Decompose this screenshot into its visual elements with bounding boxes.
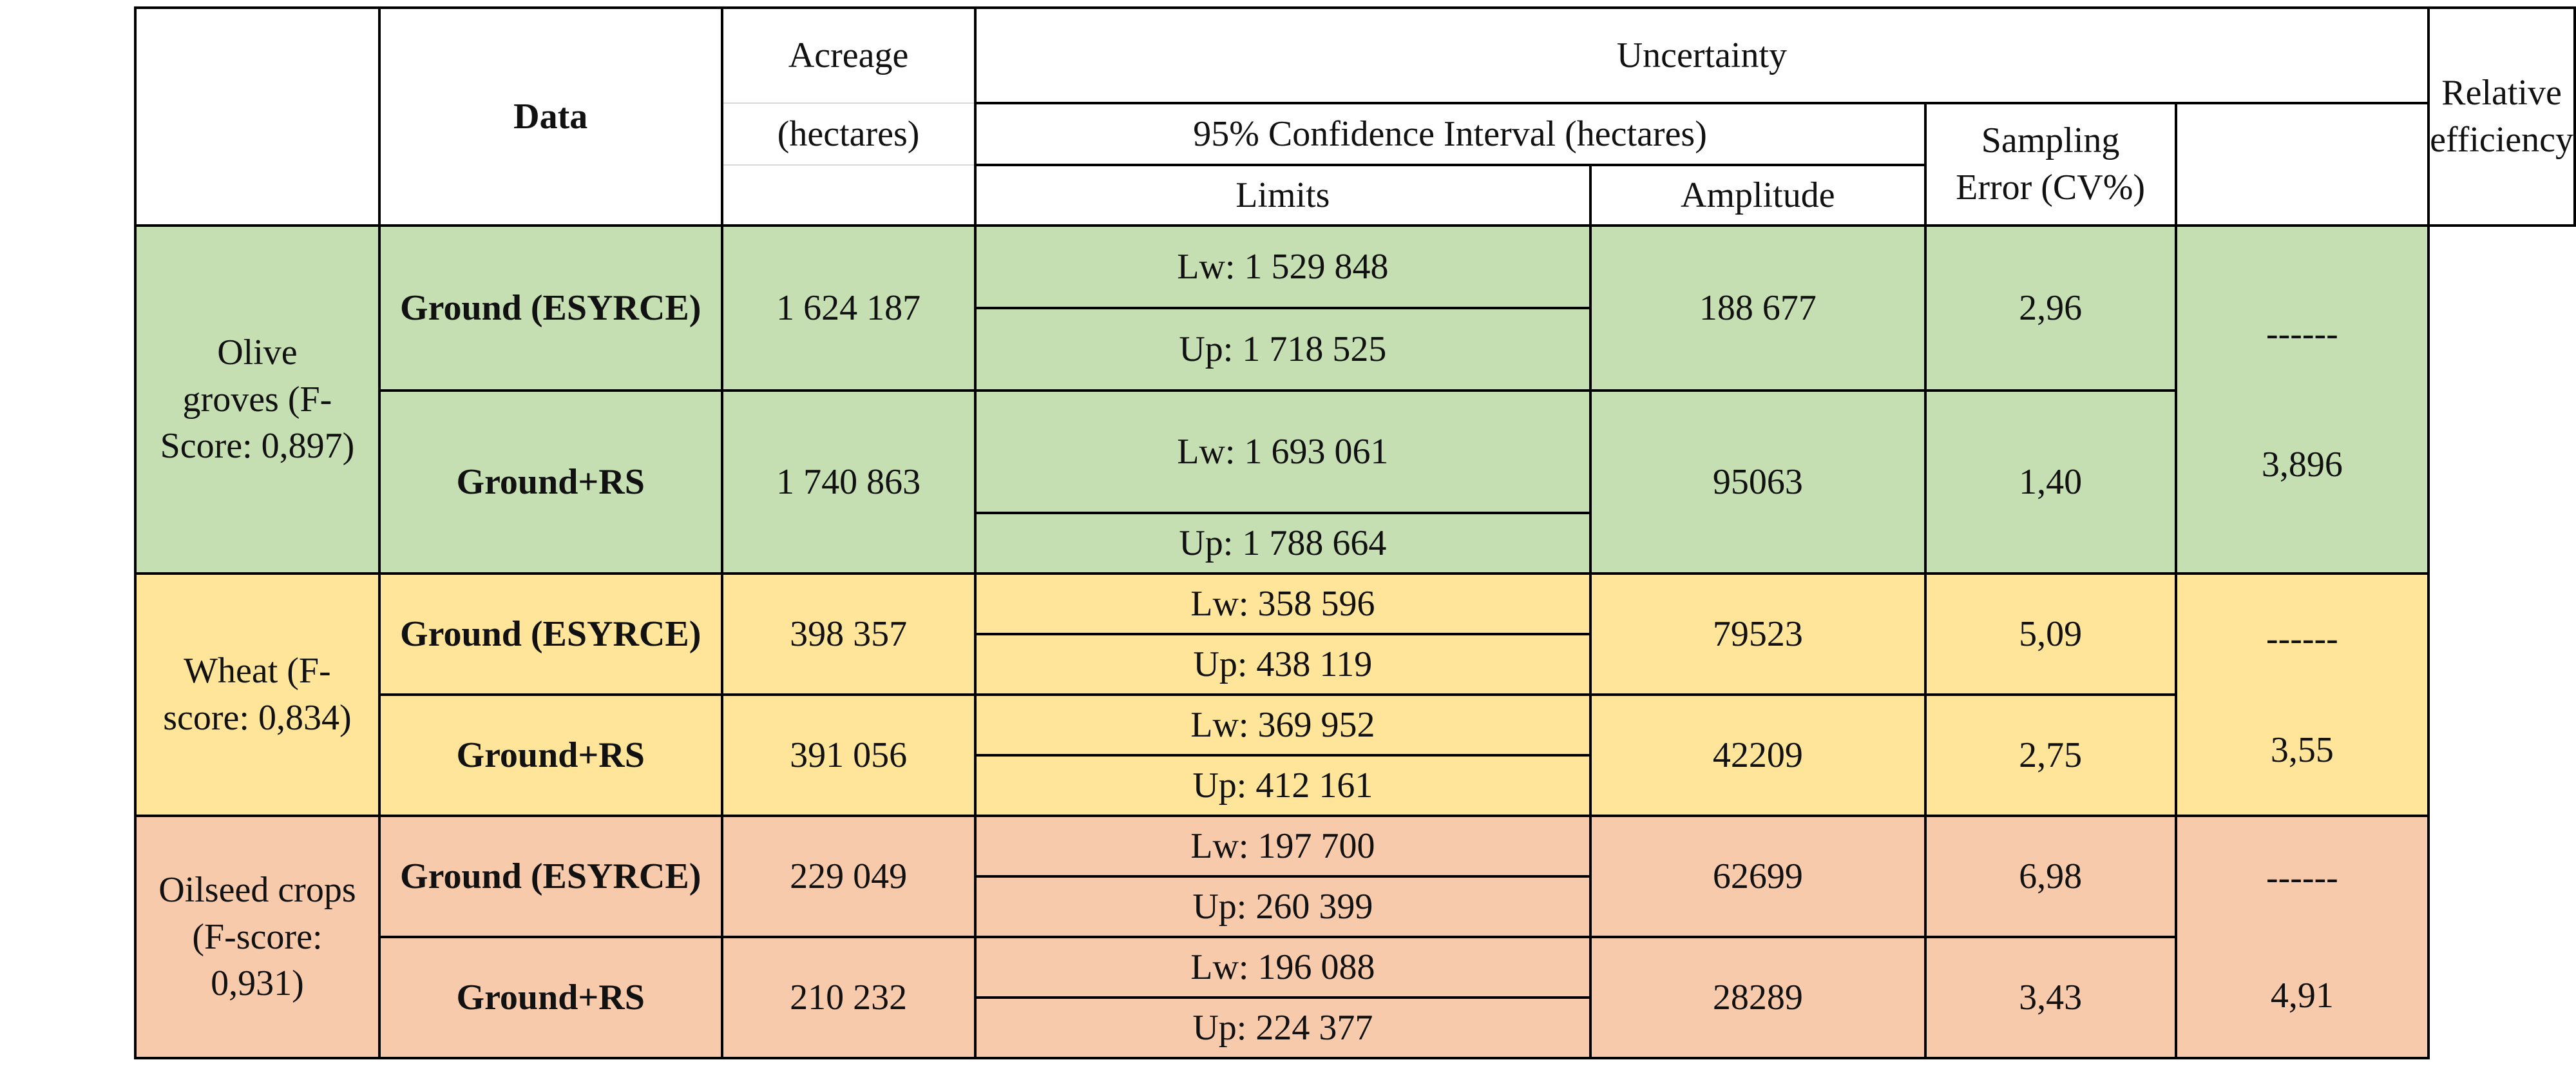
upper-limit-cell: Up: 224 377 xyxy=(973,996,1592,1059)
crop-label-olive: Olive groves (F- Score: 0,897) xyxy=(134,224,381,575)
header-acreage-unit: (hectares) xyxy=(720,102,977,166)
sampling-error-cell: 2,96 xyxy=(1923,224,2177,392)
relative-efficiency-cell: ------ 4,91 xyxy=(2174,815,2430,1059)
upper-limit-cell: Up: 1 788 664 xyxy=(973,512,1592,575)
crop-label-oilseed: Oilseed crops (F-score: 0,931) xyxy=(134,815,381,1059)
lower-limit-cell: Lw: 1 693 061 xyxy=(973,389,1592,514)
upper-limit-cell: Up: 1 718 525 xyxy=(973,307,1592,392)
crop-label-line: groves (F- xyxy=(182,379,332,420)
relative-efficiency-line-1: Relative xyxy=(2441,73,2562,113)
lower-limit-cell: Lw: 196 088 xyxy=(973,936,1592,999)
acreage-cell: 1 624 187 xyxy=(720,224,977,392)
acreage-cell: 210 232 xyxy=(720,936,977,1059)
upper-limit-cell: Up: 412 161 xyxy=(973,754,1592,817)
amplitude-cell: 95063 xyxy=(1589,389,1927,575)
uncertainty-table: Data Acreage Uncertainty Relative effici… xyxy=(134,6,2576,1059)
lower-limit-cell: Lw: 1 529 848 xyxy=(973,224,1592,309)
crop-label-line: Oilseed crops xyxy=(158,869,356,910)
relative-efficiency-cell: ------ 3,896 xyxy=(2174,224,2430,575)
crop-label-line: score: 0,834) xyxy=(163,698,352,738)
efficiency-value: 4,91 xyxy=(2270,976,2334,1016)
header-uncertainty: Uncertainty xyxy=(973,6,2430,104)
data-source-cell: Ground (ESYRCE) xyxy=(377,224,723,392)
header-limits: Limits xyxy=(973,164,1592,227)
lower-limit-cell: Lw: 369 952 xyxy=(973,693,1592,757)
acreage-cell: 398 357 xyxy=(720,572,977,696)
header-corner-cell xyxy=(134,6,381,227)
amplitude-cell: 188 677 xyxy=(1589,224,1927,392)
amplitude-cell: 79523 xyxy=(1589,572,1927,696)
efficiency-value: ------ xyxy=(2266,314,2338,354)
amplitude-cell: 42209 xyxy=(1589,693,1927,817)
sampling-error-line-1: Sampling xyxy=(1981,121,2120,161)
data-source-cell: Ground (ESYRCE) xyxy=(377,572,723,696)
crop-label-line: Olive xyxy=(217,332,298,372)
data-source-cell: Ground+RS xyxy=(377,693,723,817)
acreage-cell: 1 740 863 xyxy=(720,389,977,575)
data-source-cell: Ground (ESYRCE) xyxy=(377,815,723,938)
efficiency-value: ------ xyxy=(2266,858,2338,898)
upper-limit-cell: Up: 438 119 xyxy=(973,633,1592,696)
relative-efficiency-cell: ------ 3,55 xyxy=(2174,572,2430,817)
relative-efficiency-line-2: efficiency xyxy=(2430,120,2573,160)
data-source-cell: Ground+RS xyxy=(377,936,723,1059)
crop-label-line: Wheat (F- xyxy=(184,651,331,691)
sampling-error-cell: 6,98 xyxy=(1923,815,2177,938)
efficiency-value: 3,55 xyxy=(2270,730,2334,770)
crop-label-line: Score: 0,897) xyxy=(160,426,355,467)
lower-limit-cell: Lw: 358 596 xyxy=(973,572,1592,635)
header-confidence-interval: 95% Confidence Interval (hectares) xyxy=(973,102,1927,166)
sampling-error-cell: 3,43 xyxy=(1923,936,2177,1059)
lower-limit-cell: Lw: 197 700 xyxy=(973,815,1592,878)
amplitude-cell: 62699 xyxy=(1589,815,1927,938)
header-amplitude: Amplitude xyxy=(1589,164,1927,227)
uncertainty-table-container: Data Acreage Uncertainty Relative effici… xyxy=(134,6,2576,1059)
header-relative-efficiency: Relative efficiency xyxy=(2427,6,2576,227)
sampling-error-line-2: Error (CV%) xyxy=(1956,168,2146,207)
crop-label-wheat: Wheat (F- score: 0,834) xyxy=(134,572,381,817)
header-acreage: Acreage xyxy=(720,6,977,104)
crop-label-line: (F-score: xyxy=(192,916,323,957)
upper-limit-cell: Up: 260 399 xyxy=(973,875,1592,938)
efficiency-value: ------ xyxy=(2266,619,2338,659)
sampling-error-cell: 5,09 xyxy=(1923,572,2177,696)
sampling-error-cell: 1,40 xyxy=(1923,389,2177,575)
header-sampling-error: Sampling Error (CV%) xyxy=(1923,102,2177,227)
crop-label-line: 0,931) xyxy=(211,963,304,1004)
header-acreage-blank xyxy=(720,164,977,227)
efficiency-value: 3,896 xyxy=(2261,445,2343,485)
acreage-cell: 229 049 xyxy=(720,815,977,938)
data-source-cell: Ground+RS xyxy=(377,389,723,575)
sampling-error-cell: 2,75 xyxy=(1923,693,2177,817)
amplitude-cell: 28289 xyxy=(1589,936,1927,1059)
acreage-cell: 391 056 xyxy=(720,693,977,817)
header-data: Data xyxy=(377,6,723,227)
